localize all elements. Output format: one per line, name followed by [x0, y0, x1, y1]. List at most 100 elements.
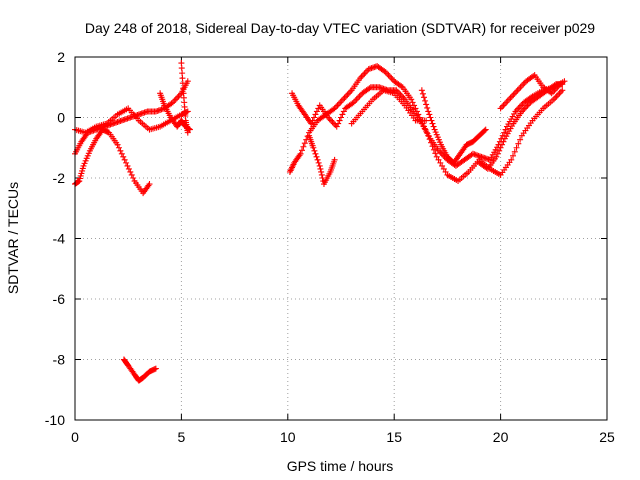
data-point [345, 90, 352, 97]
data-point [338, 114, 344, 121]
data-point [127, 168, 134, 175]
data-point [179, 80, 186, 87]
data-point [518, 82, 525, 89]
data-point [496, 147, 503, 154]
y-tick-label: -8 [53, 352, 66, 368]
data-point [326, 116, 333, 123]
data-point [178, 60, 185, 67]
data-point [559, 81, 566, 88]
y-tick-label: 2 [57, 49, 65, 65]
data-point [517, 136, 524, 143]
data-point [125, 165, 132, 172]
x-tick-label: 10 [280, 429, 296, 445]
data-point [309, 117, 316, 124]
y-tick-label: -6 [53, 291, 66, 307]
data-point [184, 78, 191, 85]
data-point [442, 168, 449, 175]
data-point [179, 70, 186, 77]
data-point [184, 129, 191, 136]
data-point [333, 123, 340, 130]
data-point [312, 111, 319, 118]
data-point [311, 114, 318, 121]
data-point [429, 120, 436, 127]
grid [75, 57, 607, 420]
data-point [331, 156, 338, 163]
data-point [409, 99, 416, 106]
data-point [178, 65, 185, 72]
data-point [118, 150, 125, 157]
data-point [314, 156, 321, 163]
data-point [508, 93, 515, 100]
data-point [175, 93, 182, 100]
data-point [420, 94, 427, 101]
data-point [555, 91, 562, 98]
data-point [334, 102, 341, 109]
y-axis-title: SDTVAR / TECUs [5, 182, 21, 294]
data-point [342, 93, 349, 100]
series-trace-13 [476, 81, 566, 172]
data-point [423, 101, 430, 108]
data-point [497, 144, 504, 151]
series-trace-6 [178, 60, 191, 136]
data-point [353, 96, 360, 103]
data-point [430, 123, 437, 130]
data-point [481, 127, 488, 134]
x-tick-label: 0 [71, 429, 79, 445]
data-point [530, 73, 537, 80]
data-point [301, 140, 308, 147]
data-point [483, 164, 490, 171]
data-point [300, 143, 307, 150]
data-point [120, 153, 127, 160]
x-tick-label: 20 [493, 429, 509, 445]
data-point [308, 120, 315, 127]
data-point [366, 85, 373, 92]
data-point [511, 148, 518, 155]
data-point [503, 99, 510, 106]
data-point [341, 94, 348, 101]
data-point [557, 88, 564, 95]
data-point [430, 146, 437, 153]
data-point [507, 94, 514, 101]
data-point [559, 87, 566, 94]
data-point [130, 175, 137, 181]
series-trace-2 [72, 126, 153, 197]
data-point [440, 165, 447, 172]
data-point [510, 91, 517, 98]
series-trace-12 [497, 72, 564, 112]
plot-frame [74, 56, 608, 421]
data-point [312, 150, 319, 157]
data-point [506, 96, 513, 103]
data-point [174, 94, 181, 101]
data-point [423, 117, 430, 124]
data-point [344, 91, 351, 98]
data-point [317, 165, 324, 172]
data-point [513, 88, 520, 95]
data-point [347, 88, 354, 95]
data-point [494, 150, 501, 157]
data-point [313, 108, 320, 115]
data-point [426, 111, 433, 118]
data-point [427, 114, 434, 121]
data-point [335, 100, 342, 107]
data-point [422, 97, 429, 104]
data-point [501, 129, 508, 136]
data-point [561, 78, 568, 85]
data-point [179, 75, 186, 82]
data-point [117, 147, 124, 154]
series-trace-11 [418, 87, 489, 166]
series-trace-10 [348, 87, 430, 127]
data-point [516, 85, 523, 92]
data-point [311, 147, 318, 154]
data-point [328, 117, 335, 124]
data-point [500, 102, 507, 109]
data-point [504, 97, 511, 104]
x-tick-label: 25 [599, 429, 615, 445]
data-point [515, 140, 522, 147]
data-point [297, 150, 304, 157]
data-point [556, 90, 563, 97]
data-point [425, 108, 432, 115]
data-point [315, 159, 322, 166]
data-point [315, 105, 322, 112]
data-point [500, 138, 507, 145]
